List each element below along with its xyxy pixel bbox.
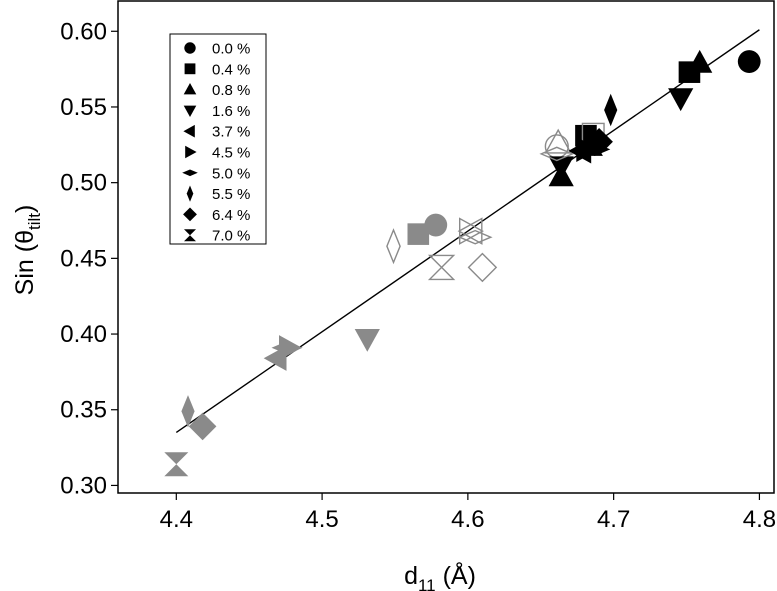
legend-marker-hourglass: [184, 229, 196, 242]
legend-marker-diamond-h: [182, 169, 198, 177]
data-point-diamond-h: [271, 341, 303, 355]
data-point-diamond-tall: [604, 93, 618, 127]
data-points: [164, 49, 761, 477]
data-point-triangle-down: [668, 88, 694, 112]
data-point-triangle-up: [687, 49, 713, 73]
x-axis-title-main: d: [404, 562, 418, 590]
legend-marker-diamond-tall: [186, 185, 194, 202]
data-point-diamond: [467, 252, 498, 283]
legend-label: 3.7 %: [212, 124, 250, 141]
legend-label: 5.0 %: [212, 165, 250, 182]
legend-label: 5.5 %: [212, 186, 250, 203]
legend-marker-circle: [184, 42, 196, 54]
data-point-hourglass: [427, 254, 456, 281]
legend-marker-triangle-down: [183, 105, 197, 117]
data-point-circle: [424, 213, 448, 237]
data-point-hourglass: [164, 452, 189, 477]
y-axis-title-main: Sin (θ: [11, 230, 39, 295]
plot-frame: [117, 0, 775, 494]
legend-label: 0.4 %: [212, 61, 250, 78]
fit-line: [175, 29, 760, 434]
y-axis-title-end: ): [11, 205, 39, 213]
x-tick-label: 4.6: [451, 506, 484, 533]
x-tick-label: 4.4: [160, 506, 193, 533]
legend-label: 4.5 %: [212, 145, 250, 162]
data-point-triangle-down: [548, 156, 574, 180]
data-point-diamond-h: [539, 146, 575, 162]
y-axis-ticks: 0.30 0.35 0.40 0.45 0.50 0.55 0.60: [60, 18, 118, 499]
legend-items: 0.0 % 0.4 % 0.8 % 1.6 % 3.7 % 4.5 % 5.0 % 5.5 %…: [182, 41, 250, 245]
data-point-triangle-down: [354, 329, 380, 352]
x-tick-label: 4.8: [743, 506, 776, 533]
data-point-square: [407, 223, 430, 245]
data-point-triangle-up: [544, 128, 572, 154]
x-tick-label: 4.7: [597, 506, 630, 533]
legend-marker-triangle-up: [183, 83, 197, 95]
y-tick-label: 0.30: [60, 472, 107, 499]
y-tick-label: 0.40: [60, 321, 107, 348]
legend-label: 0.0 %: [212, 41, 250, 58]
x-axis-title-subscript: 11: [418, 576, 436, 591]
legend-label: 7.0 %: [212, 228, 250, 245]
x-tick-label: 4.5: [305, 506, 338, 533]
data-point-diamond-tall: [386, 228, 401, 265]
y-axis-title-subscript: tilt: [25, 213, 44, 230]
y-tick-label: 0.50: [60, 170, 107, 197]
legend-marker-diamond: [183, 207, 197, 222]
data-point-diamond: [188, 412, 217, 441]
legend-marker-triangle-right: [185, 145, 197, 159]
data-point-diamond: [585, 128, 613, 156]
legend-label: 1.6 %: [212, 103, 250, 120]
y-axis-title: Sin (θtilt): [11, 205, 44, 296]
x-axis-title: d11 (Å): [404, 560, 476, 591]
legend-label: 6.4 %: [212, 207, 250, 224]
y-tick-label: 0.60: [60, 18, 107, 45]
legend-label: 0.8 %: [212, 82, 250, 99]
legend: 0.0 % 0.4 % 0.8 % 1.6 % 3.7 % 4.5 % 5.0 % 5.5 %…: [169, 33, 267, 245]
data-point-circle: [737, 50, 761, 73]
legend-marker-triangle-left: [183, 124, 195, 138]
y-tick-label: 0.45: [60, 245, 107, 272]
data-point-triangle-right: [459, 217, 484, 245]
y-tick-label: 0.55: [60, 94, 107, 121]
legend-marker-square: [184, 63, 196, 75]
data-point-diamond-tall: [181, 395, 195, 428]
x-axis-title-unit: (Å): [436, 560, 476, 590]
x-axis-ticks: 4.4 4.5 4.6 4.7 4.8: [160, 493, 776, 533]
data-point-diamond-h: [457, 229, 493, 245]
y-tick-label: 0.35: [60, 397, 107, 424]
